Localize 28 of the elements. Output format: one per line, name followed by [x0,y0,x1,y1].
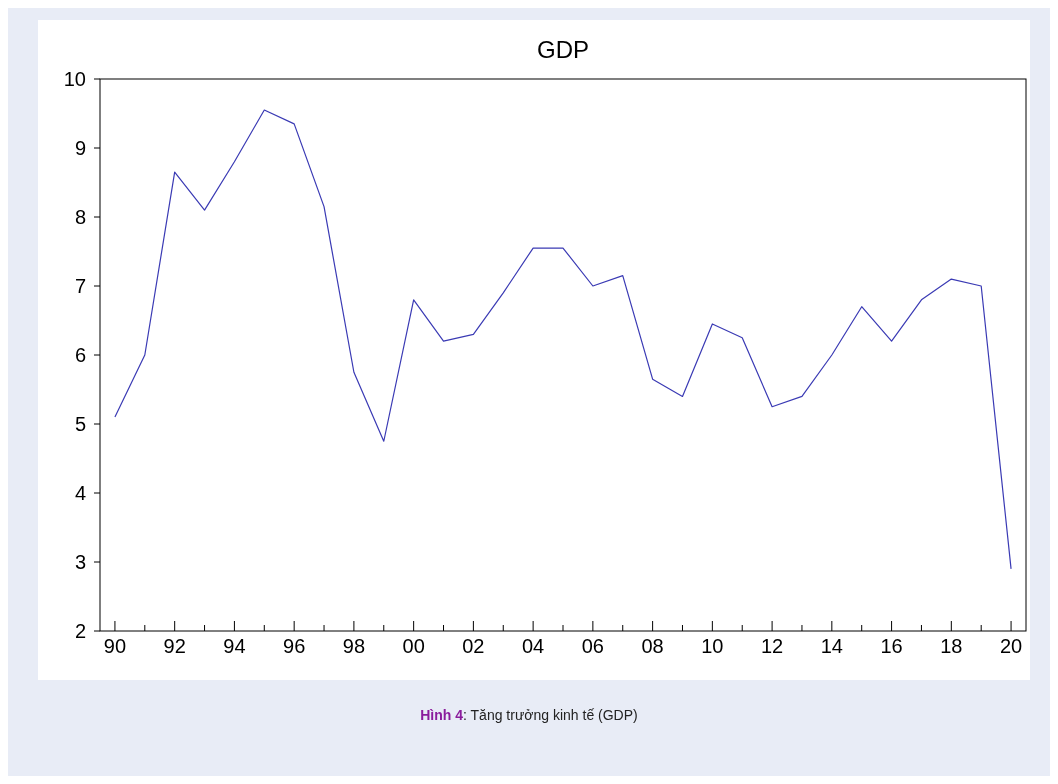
x-tick-label: 10 [701,635,724,657]
x-tick-label: 96 [283,635,306,657]
chart-title: GDP [536,36,590,63]
line-series [114,109,1012,570]
x-tick-label: 98 [342,635,366,657]
x-tick-label: 16 [880,635,903,657]
x-tick-label: 90 [103,635,127,657]
y-tick-label: 4 [74,482,86,504]
y-tick-label: 7 [74,275,86,297]
y-tick-label: 10 [63,68,86,90]
x-tick-label: 14 [820,635,843,657]
y-tick-label: 6 [74,344,86,366]
x-tick-label: 00 [402,635,425,657]
y-tick-label: 3 [74,551,86,573]
y-tick-label: 9 [74,137,86,159]
x-tick-label: 94 [223,635,246,657]
x-tick-label: 12 [760,635,784,657]
y-tick-label: 5 [74,413,86,435]
x-tick-label: 06 [581,635,604,657]
text: Hình 4: Tăng trưởng kinh tế (GDP) [420,707,638,723]
x-tick-label: 92 [163,635,186,657]
x-tick-label: 08 [641,635,664,657]
y-tick-label: 2 [74,620,86,642]
x-tick-label: 18 [940,635,963,657]
y-tick-label: 8 [74,206,86,228]
x-tick-label: 04 [522,635,545,657]
x-tick-label: 02 [462,635,485,657]
x-tick-label: 20 [999,635,1023,657]
